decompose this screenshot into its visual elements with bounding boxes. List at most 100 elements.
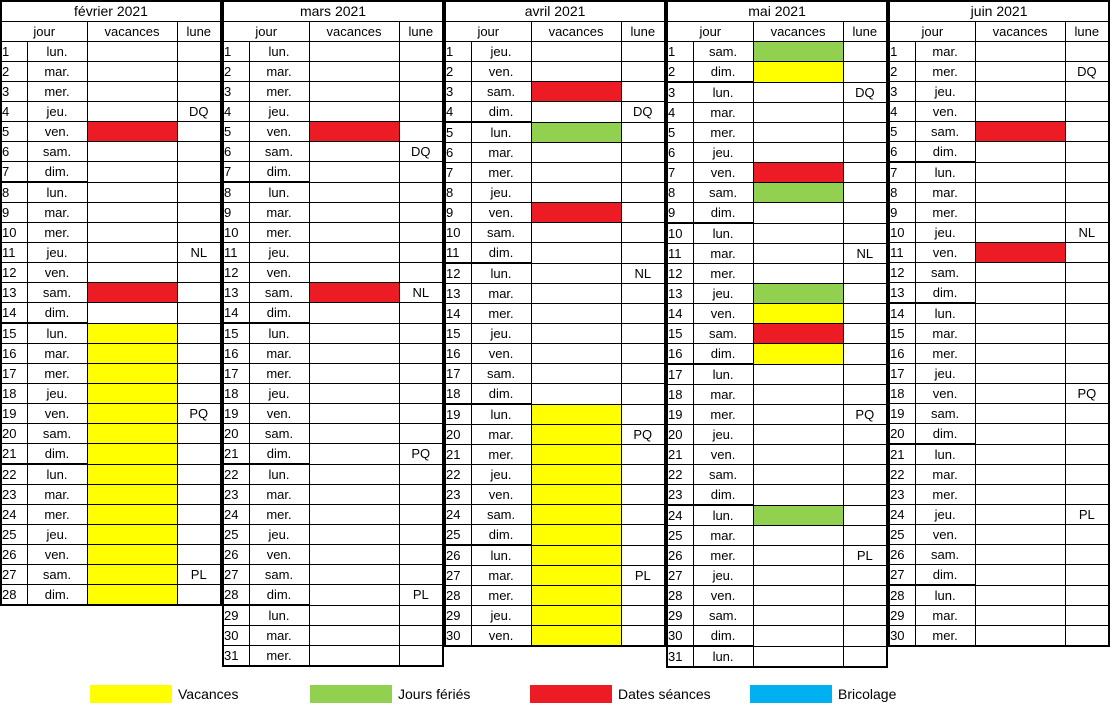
legend-label: Dates séances [618,686,711,702]
lune-cell [620,504,666,525]
day-weekday: mar. [248,625,310,646]
lune-cell [1064,363,1110,384]
vacances-cell [974,605,1066,626]
month-table-4: juin 2021 jour vacances lune 1 mar. 2 mer. DQ 3 je… [888,0,1111,647]
lune-cell [176,463,222,485]
lune-cell [398,363,444,384]
day-number: 19 [666,404,694,425]
lune-cell [1064,564,1110,586]
vacances-cell [86,101,178,122]
day-row: 17 mer. [222,363,444,384]
day-weekday: mer. [470,585,532,606]
vacances-cell [86,544,178,565]
day-number: 26 [888,544,916,565]
day-row: 19 ven. [222,403,444,424]
day-row: 10 lun. [666,222,888,244]
day-weekday: ven. [470,61,532,82]
day-number: 28 [222,584,250,606]
day-row: 27 dim. [888,564,1110,586]
vacances-cell [308,61,400,82]
day-row: 3 jeu. [888,81,1110,102]
day-weekday: dim. [26,302,88,324]
day-row: 12 ven. [0,262,222,283]
day-number: 27 [888,564,916,586]
day-weekday: dim. [248,443,310,465]
day-weekday: ven. [470,484,532,505]
vacances-cell [974,564,1066,586]
day-row: 21 lun. [888,443,1110,465]
day-row: 15 mar. [888,323,1110,344]
vacances-cell [86,282,178,303]
day-number: 30 [888,625,916,647]
day-row: 2 ven. [444,61,666,82]
day-weekday: mer. [248,81,310,102]
vacances-cell [308,504,400,525]
day-number: 9 [666,202,694,224]
day-weekday: ven. [26,262,88,283]
vacances-cell [308,564,400,585]
day-number: 15 [666,323,694,344]
day-weekday: jeu. [914,81,976,102]
day-row: 28 lun. [888,584,1110,606]
day-number: 4 [444,101,472,123]
vacances-cell [752,444,844,465]
day-weekday: ven. [248,121,310,142]
vacances-cell [530,283,622,304]
day-weekday: sam. [914,121,976,142]
day-weekday: dim. [248,161,310,183]
day-weekday: mer. [248,645,310,667]
day-row: 10 mer. [0,222,222,243]
day-row: 25 ven. [888,524,1110,545]
lune-cell: PQ [842,404,888,425]
lune-cell [1064,584,1110,606]
lune-cell [620,41,666,62]
day-row: 19 lun. [444,403,666,425]
day-row: 1 mar. [888,41,1110,62]
day-row: 23 dim. [666,484,888,506]
vacances-cell [752,424,844,445]
day-weekday: sam. [914,403,976,424]
day-weekday: mer. [470,444,532,465]
day-number: 9 [222,202,250,223]
day-row: 26 lun. [444,544,666,566]
day-number: 28 [0,584,28,606]
lune-cell [398,181,444,203]
lune-cell [620,484,666,505]
lune-cell: NL [176,242,222,263]
lune-cell [398,544,444,565]
lune-cell [176,423,222,444]
day-number: 26 [444,544,472,566]
day-number: 30 [666,625,694,647]
day-weekday: dim. [470,242,532,264]
lune-cell [620,61,666,82]
day-weekday: ven. [914,242,976,263]
column-header-row: jour vacances lune [666,21,888,42]
lune-cell [1064,544,1110,565]
day-row: 17 sam. [444,363,666,384]
vacances-cell [974,383,1066,404]
vacances-cell [752,404,844,425]
vacances-cell [308,181,400,203]
vacances-cell [308,262,400,283]
day-number: 24 [666,504,694,526]
vacances-cell [530,544,622,566]
vacances-cell [752,645,844,668]
day-number: 11 [444,242,472,264]
day-weekday: sam. [470,504,532,525]
day-row: 19 sam. [888,403,1110,424]
day-row: 18 mar. [666,384,888,405]
day-row: 15 sam. [666,323,888,344]
day-row: 16 dim. [666,343,888,365]
day-number: 18 [0,383,28,404]
day-weekday: dim. [248,302,310,324]
day-weekday: dim. [692,484,754,506]
day-row: 5 mer. [666,122,888,143]
vacances-cell [308,484,400,505]
header-lune: lune [842,21,888,42]
lune-cell [620,303,666,324]
vacances-cell [308,645,400,667]
day-weekday: mar. [692,243,754,264]
legend-item-bricolage: Bricolage [750,685,970,703]
day-number: 27 [0,564,28,585]
day-weekday: jeu. [26,383,88,404]
